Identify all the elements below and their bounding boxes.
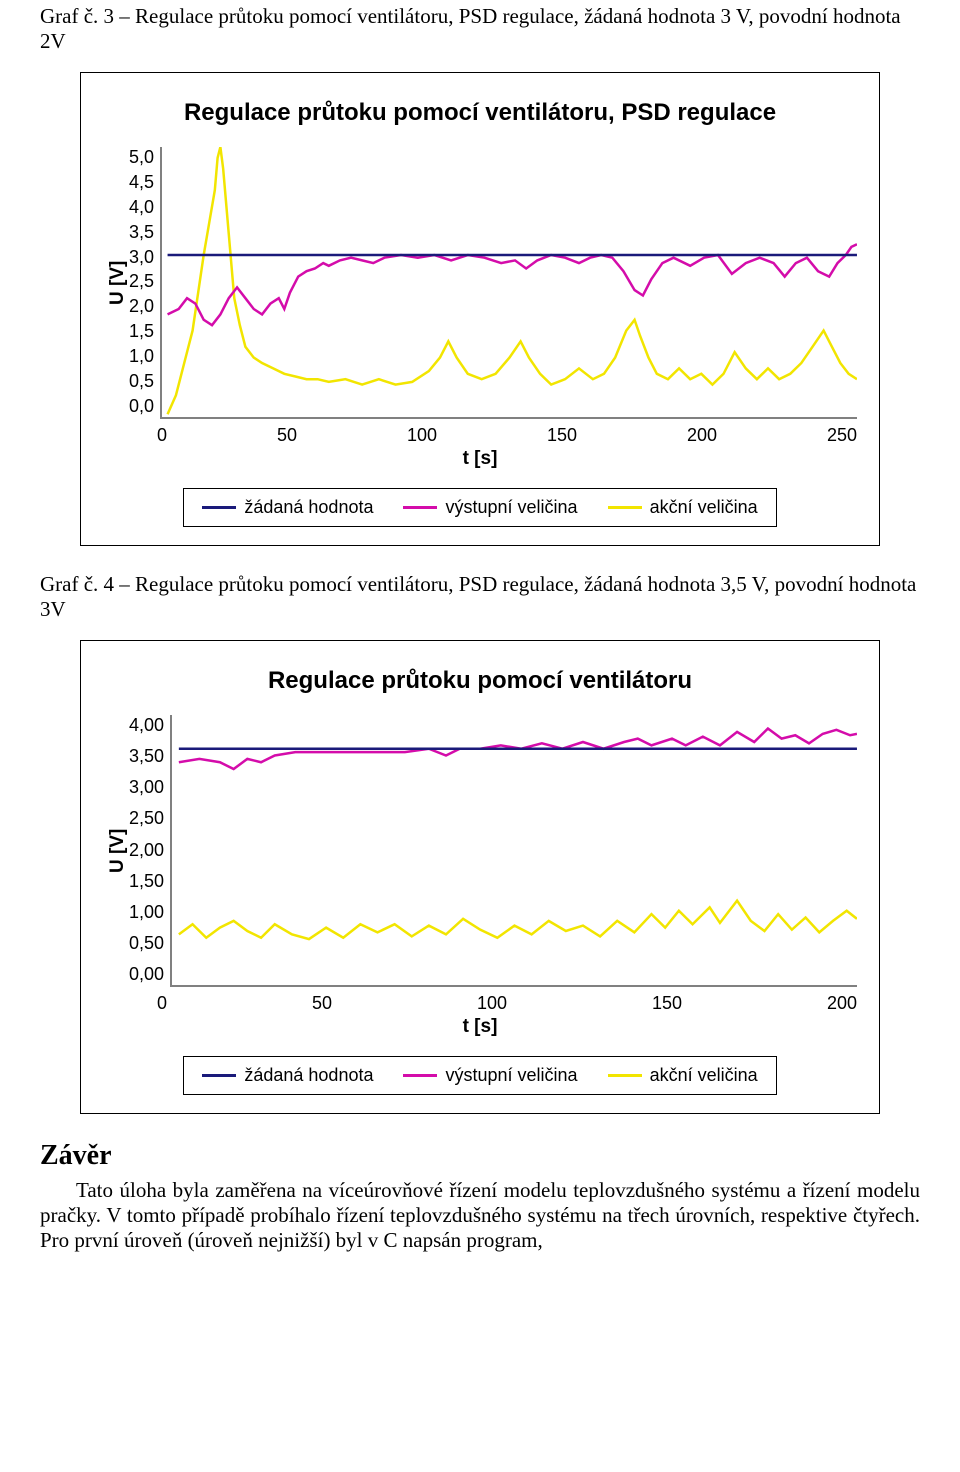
chart3-plot <box>160 147 857 419</box>
chart3-title: Regulace průtoku pomocí ventilátoru, PSD… <box>103 99 857 127</box>
xtick-label: 150 <box>547 425 577 446</box>
legend-line <box>403 1074 437 1077</box>
legend-line <box>403 506 437 509</box>
ytick-label: 0,5 <box>129 371 154 392</box>
xtick-label: 200 <box>827 993 857 1014</box>
chart3: Regulace průtoku pomocí ventilátoru, PSD… <box>80 72 880 546</box>
ytick-label: 4,5 <box>129 172 154 193</box>
xtick-label: 200 <box>687 425 717 446</box>
legend-item: akční veličina <box>608 1065 758 1086</box>
legend-line <box>608 1074 642 1077</box>
legend-item: výstupní veličina <box>403 497 577 518</box>
conclusion-heading: Závěr <box>40 1140 920 1172</box>
ytick-label: 4,00 <box>129 715 164 736</box>
legend-line <box>608 506 642 509</box>
legend-label: žádaná hodnota <box>244 1065 373 1086</box>
ytick-label: 1,0 <box>129 346 154 367</box>
chart4-xticks: 0 50 100 150 200 <box>157 993 857 1014</box>
legend-label: akční veličina <box>650 1065 758 1086</box>
ytick-label: 2,00 <box>129 840 164 861</box>
ytick-label: 1,00 <box>129 902 164 923</box>
legend-line <box>202 506 236 509</box>
chart4-legend: žádaná hodnota výstupní veličina akční vel… <box>183 1056 776 1095</box>
chart4-xlabel: t [s] <box>103 1016 857 1038</box>
ytick-label: 3,00 <box>129 777 164 798</box>
legend-label: akční veličina <box>650 497 758 518</box>
legend-item: výstupní veličina <box>403 1065 577 1086</box>
chart3-ylabel: U [V] <box>103 147 129 419</box>
ytick-label: 2,0 <box>129 296 154 317</box>
ytick-label: 1,50 <box>129 871 164 892</box>
ytick-label: 3,5 <box>129 222 154 243</box>
chart3-xlabel: t [s] <box>103 448 857 470</box>
chart4-yticks: 4,00 3,50 3,00 2,50 2,00 1,50 1,00 0,50 0,00 <box>129 715 170 985</box>
chart3-xticks: 0 50 100 150 200 250 <box>157 425 857 446</box>
xtick-label: 100 <box>477 993 507 1014</box>
ytick-label: 3,50 <box>129 746 164 767</box>
chart3-yticks: 5,0 4,5 4,0 3,5 3,0 2,5 2,0 1,5 1,0 0,5 0,0 <box>129 147 160 417</box>
legend-line <box>202 1074 236 1077</box>
chart4-plot <box>170 715 857 987</box>
series-output <box>168 244 857 325</box>
chart4-ylabel: U [V] <box>103 715 129 987</box>
series-action <box>168 147 857 414</box>
legend-item: akční veličina <box>608 497 758 518</box>
ytick-label: 0,0 <box>129 396 154 417</box>
legend-label: výstupní veličina <box>445 497 577 518</box>
chart4: Regulace průtoku pomocí ventilátoru U [V… <box>80 640 880 1114</box>
ytick-label: 1,5 <box>129 321 154 342</box>
xtick-label: 50 <box>277 425 297 446</box>
chart3-caption: Graf č. 3 – Regulace průtoku pomocí vent… <box>40 4 920 54</box>
xtick-label: 0 <box>157 993 167 1014</box>
xtick-label: 50 <box>312 993 332 1014</box>
legend-label: výstupní veličina <box>445 1065 577 1086</box>
series-action <box>179 901 857 939</box>
legend-label: žádaná hodnota <box>244 497 373 518</box>
conclusion-paragraph: Tato úloha byla zaměřena na víceúrovňové… <box>40 1178 920 1253</box>
xtick-label: 150 <box>652 993 682 1014</box>
chart4-title: Regulace průtoku pomocí ventilátoru <box>103 667 857 695</box>
xtick-label: 250 <box>827 425 857 446</box>
legend-item: žádaná hodnota <box>202 497 373 518</box>
chart4-caption: Graf č. 4 – Regulace průtoku pomocí vent… <box>40 572 920 622</box>
chart3-legend: žádaná hodnota výstupní veličina akční vel… <box>183 488 776 527</box>
ytick-label: 0,00 <box>129 964 164 985</box>
ytick-label: 4,0 <box>129 197 154 218</box>
ytick-label: 0,50 <box>129 933 164 954</box>
ytick-label: 2,5 <box>129 271 154 292</box>
ytick-label: 3,0 <box>129 247 154 268</box>
ytick-label: 2,50 <box>129 808 164 829</box>
legend-item: žádaná hodnota <box>202 1065 373 1086</box>
ytick-label: 5,0 <box>129 147 154 168</box>
xtick-label: 0 <box>157 425 167 446</box>
xtick-label: 100 <box>407 425 437 446</box>
